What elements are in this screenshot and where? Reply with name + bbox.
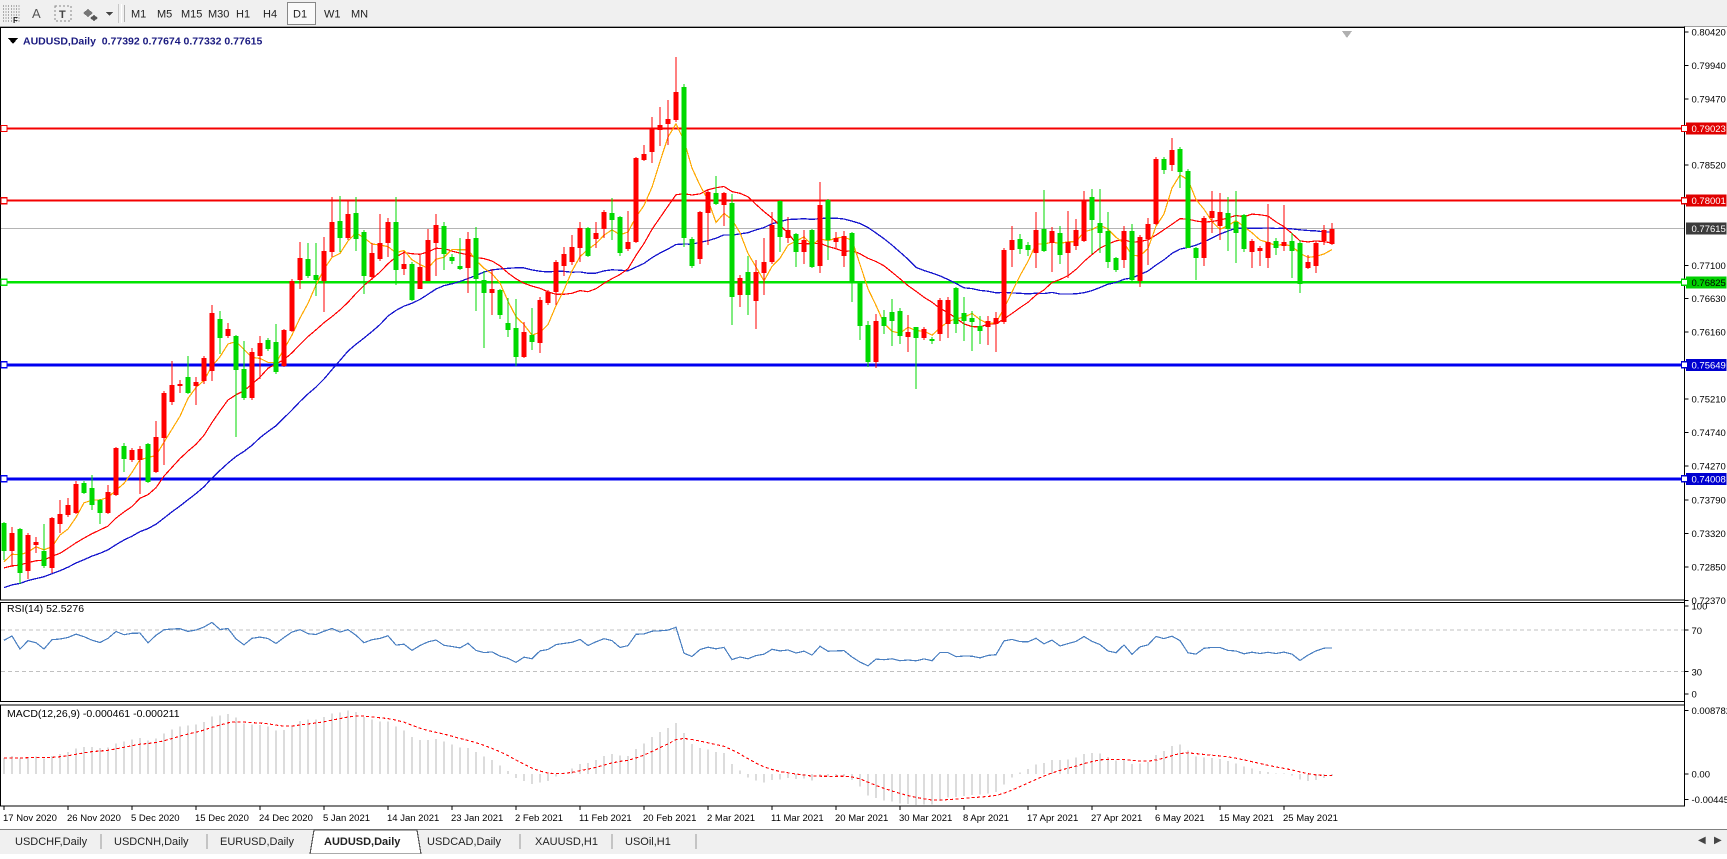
svg-text:23 Jan 2021: 23 Jan 2021 xyxy=(451,813,503,824)
svg-text:USDCNH,Daily: USDCNH,Daily xyxy=(114,836,189,848)
svg-text:0.74270: 0.74270 xyxy=(1692,462,1726,473)
svg-text:W1: W1 xyxy=(324,9,341,21)
svg-text:0.76825: 0.76825 xyxy=(1692,278,1726,289)
svg-text:0.73790: 0.73790 xyxy=(1692,496,1726,507)
svg-text:D1: D1 xyxy=(293,9,307,21)
svg-text:0.74740: 0.74740 xyxy=(1692,428,1726,439)
svg-text:H4: H4 xyxy=(263,9,277,21)
svg-text:2 Feb 2021: 2 Feb 2021 xyxy=(515,813,563,824)
svg-text:25 May 2021: 25 May 2021 xyxy=(1283,813,1338,824)
svg-text:0.79023: 0.79023 xyxy=(1692,124,1726,135)
svg-text:0: 0 xyxy=(1692,690,1697,701)
svg-text:F: F xyxy=(13,16,18,25)
svg-text:0.75210: 0.75210 xyxy=(1692,395,1726,406)
svg-text:20 Mar 2021: 20 Mar 2021 xyxy=(835,813,888,824)
svg-text:0.75649: 0.75649 xyxy=(1692,360,1726,371)
svg-text:6 May 2021: 6 May 2021 xyxy=(1155,813,1205,824)
svg-text:USDCHF,Daily: USDCHF,Daily xyxy=(15,836,88,848)
svg-text:30 Mar 2021: 30 Mar 2021 xyxy=(899,813,952,824)
svg-text:30: 30 xyxy=(1692,667,1703,678)
svg-text:MN: MN xyxy=(351,9,368,21)
svg-text:◀: ◀ xyxy=(1698,835,1706,846)
svg-text:M1: M1 xyxy=(131,9,146,21)
svg-text:100: 100 xyxy=(1692,602,1708,613)
svg-text:2 Mar 2021: 2 Mar 2021 xyxy=(707,813,755,824)
svg-text:0.74008: 0.74008 xyxy=(1692,474,1726,485)
svg-text:USOil,H1: USOil,H1 xyxy=(625,836,671,848)
svg-text:XAUUSD,H1: XAUUSD,H1 xyxy=(535,836,598,848)
svg-text:11 Mar 2021: 11 Mar 2021 xyxy=(771,813,824,824)
svg-text:M15: M15 xyxy=(181,9,202,21)
svg-text:14 Jan 2021: 14 Jan 2021 xyxy=(387,813,439,824)
svg-text:24 Dec 2020: 24 Dec 2020 xyxy=(259,813,313,824)
svg-text:0.79470: 0.79470 xyxy=(1692,95,1726,106)
svg-text:RSI(14) 52.5276: RSI(14) 52.5276 xyxy=(7,603,84,615)
svg-text:AUDUSD,Daily: AUDUSD,Daily xyxy=(324,836,401,848)
svg-text:M30: M30 xyxy=(208,9,229,21)
svg-text:0.78001: 0.78001 xyxy=(1692,196,1726,207)
svg-text:15 May 2021: 15 May 2021 xyxy=(1219,813,1274,824)
svg-text:A: A xyxy=(32,6,41,21)
svg-text:▶: ▶ xyxy=(1714,835,1722,846)
svg-text:0.78520: 0.78520 xyxy=(1692,161,1726,172)
svg-text:USDCAD,Daily: USDCAD,Daily xyxy=(427,836,501,848)
svg-text:20 Feb 2021: 20 Feb 2021 xyxy=(643,813,696,824)
svg-text:0.73320: 0.73320 xyxy=(1692,529,1726,540)
svg-text:11 Feb 2021: 11 Feb 2021 xyxy=(579,813,632,824)
svg-text:0.76160: 0.76160 xyxy=(1692,328,1726,339)
svg-text:0.72850: 0.72850 xyxy=(1692,563,1726,574)
svg-text:MACD(12,26,9) -0.000461 -0.000: MACD(12,26,9) -0.000461 -0.000211 xyxy=(7,708,180,720)
svg-text:0.80420: 0.80420 xyxy=(1692,28,1726,39)
svg-text:27 Apr 2021: 27 Apr 2021 xyxy=(1091,813,1142,824)
svg-text:H1: H1 xyxy=(236,9,250,21)
svg-text:M5: M5 xyxy=(157,9,172,21)
svg-text:0.77615: 0.77615 xyxy=(1692,224,1726,235)
svg-text:0.77100: 0.77100 xyxy=(1692,261,1726,272)
svg-text:5 Dec 2020: 5 Dec 2020 xyxy=(131,813,180,824)
svg-text:EURUSD,Daily: EURUSD,Daily xyxy=(220,836,294,848)
svg-text:26 Nov 2020: 26 Nov 2020 xyxy=(67,813,121,824)
svg-text:0.008782: 0.008782 xyxy=(1692,706,1727,717)
svg-text:17 Apr 2021: 17 Apr 2021 xyxy=(1027,813,1078,824)
svg-text:17 Nov 2020: 17 Nov 2020 xyxy=(3,813,57,824)
svg-text:T: T xyxy=(59,9,66,21)
svg-text:70: 70 xyxy=(1692,626,1703,637)
svg-text:8 Apr 2021: 8 Apr 2021 xyxy=(963,813,1009,824)
svg-text:5 Jan 2021: 5 Jan 2021 xyxy=(323,813,370,824)
svg-text:AUDUSD,Daily 0.77392 0.77674: AUDUSD,Daily 0.77392 0.77674 0.77332 0.7… xyxy=(23,36,262,48)
svg-text:0.79940: 0.79940 xyxy=(1692,61,1726,72)
svg-text:0.76630: 0.76630 xyxy=(1692,294,1726,305)
svg-text:0.00: 0.00 xyxy=(1692,770,1711,781)
svg-text:15 Dec 2020: 15 Dec 2020 xyxy=(195,813,249,824)
